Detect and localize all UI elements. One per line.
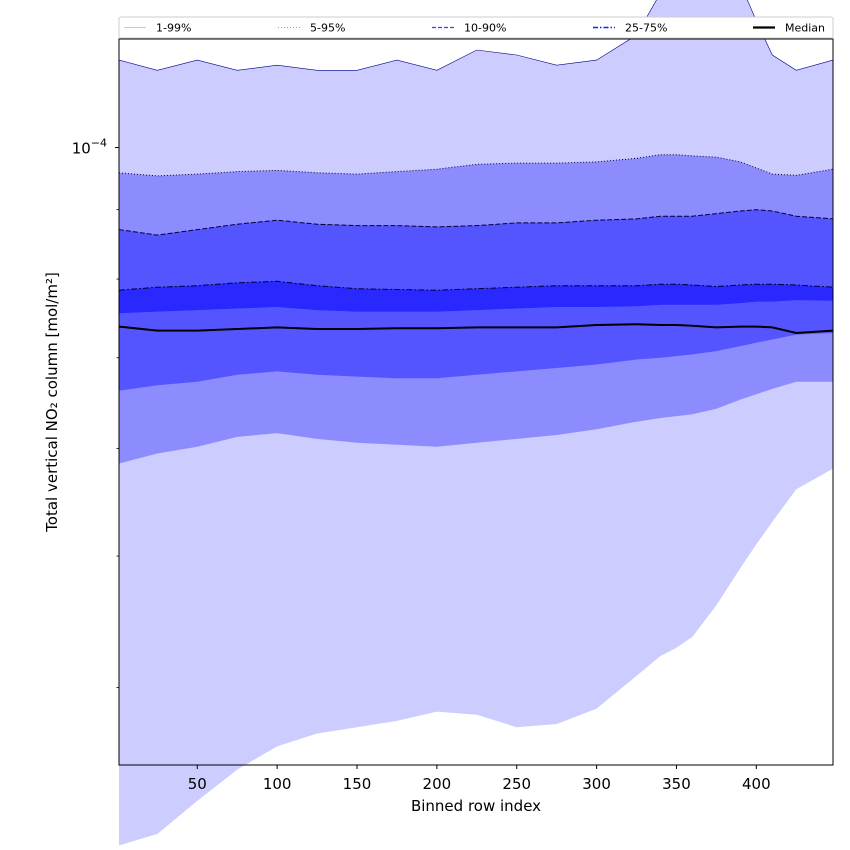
- x-tick-label: 400: [742, 775, 771, 793]
- y-axis-label: Total vertical NO₂ column [mol/m²]: [43, 272, 61, 533]
- x-tick-label: 250: [502, 775, 531, 793]
- plot-frame: [118, 38, 834, 766]
- x-tick-label: 50: [188, 775, 207, 793]
- x-tick-label: 300: [582, 775, 611, 793]
- legend-label-Median: Median: [785, 22, 825, 35]
- x-axis-label: Binned row index: [411, 797, 541, 815]
- legend-label-5-95%: 5-95%: [310, 22, 345, 35]
- x-tick-label: 350: [662, 775, 691, 793]
- legend-box: [118, 16, 834, 39]
- band-edge-1-99%: [118, 0, 834, 71]
- band-edge-5-95%: [118, 154, 834, 177]
- legend-label-25-75%: 25-75%: [625, 22, 667, 35]
- x-tick-label: 200: [423, 775, 452, 793]
- band-edge-25-75%: [118, 280, 834, 291]
- legend-label-1-99%: 1-99%: [156, 22, 191, 35]
- legend: 1-99% 5-95% 10-90% 25-75% Median: [118, 16, 834, 39]
- plot-lines: [118, 0, 834, 335]
- y-axis: 10−4: [72, 137, 119, 688]
- y-tick-label: 10−4: [72, 137, 107, 158]
- x-tick-label: 100: [263, 775, 292, 793]
- median-line: [118, 323, 834, 335]
- band-25-75%: [119, 281, 833, 314]
- x-axis: 50 100 150 200 250 300 350 400: [188, 765, 771, 793]
- legend-label-10-90%: 10-90%: [464, 22, 506, 35]
- x-tick-label: 150: [343, 775, 372, 793]
- plot-bands: [119, 0, 833, 846]
